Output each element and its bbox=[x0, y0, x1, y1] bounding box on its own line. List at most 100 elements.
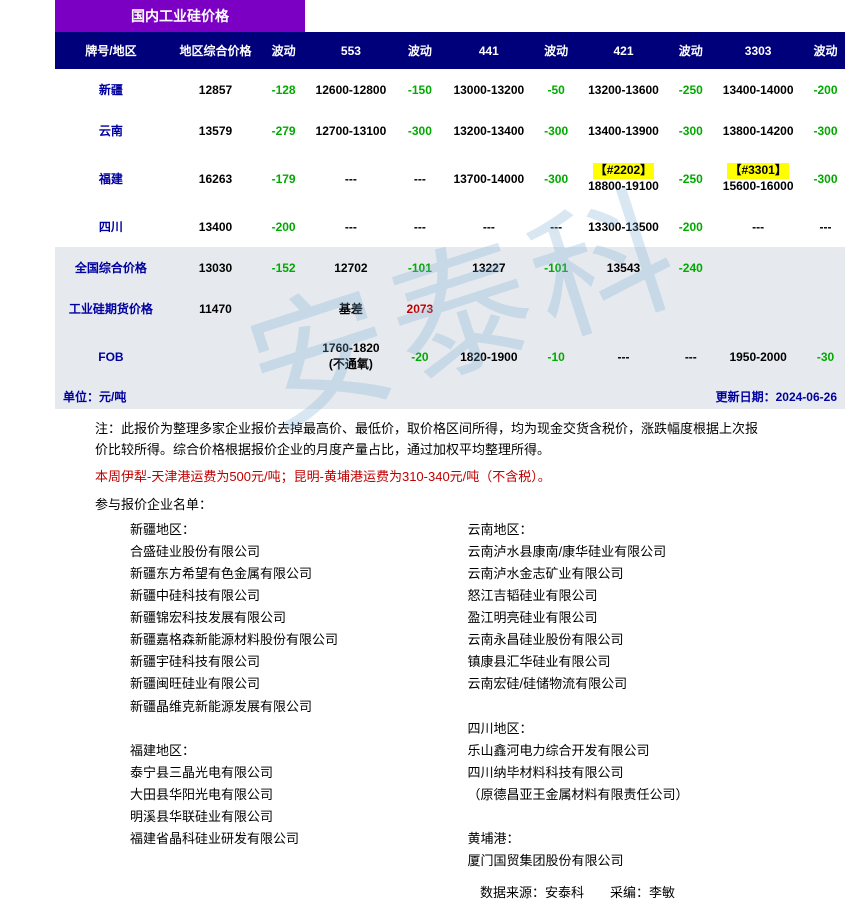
company-item: 福建省晶科硅业研发有限公司 bbox=[130, 828, 468, 850]
col-header: 3303 bbox=[710, 32, 806, 69]
table-row: 福建 16263 -179 --- --- 13700-14000 -300 【… bbox=[55, 151, 845, 206]
cell-change: -101 bbox=[399, 247, 441, 288]
company-col-right: 云南地区： 云南泸水县康南/康华硅业有限公司 云南泸水金志矿业有限公司 怒江吉韬… bbox=[468, 519, 806, 873]
update-date: 更新日期：2024-06-26 bbox=[716, 388, 837, 405]
table-header-row: 牌号/地区 地区综合价格 波动 553 波动 441 波动 421 波动 330… bbox=[55, 32, 845, 69]
region-heading: 黄埔港： bbox=[468, 828, 806, 850]
company-item: 泰宁县三晶光电有限公司 bbox=[130, 762, 468, 784]
col-header: 553 bbox=[303, 32, 399, 69]
col-header: 地区综合价格 bbox=[167, 32, 264, 69]
cell bbox=[806, 288, 845, 329]
region-label: 四川 bbox=[55, 206, 167, 247]
region-label: 新疆 bbox=[55, 69, 167, 110]
companies-title: 参与报价企业名单： bbox=[95, 494, 770, 513]
cell-change: -101 bbox=[537, 247, 576, 288]
cell-change: -200 bbox=[806, 69, 845, 110]
cell: 1760-1820 (不通氧) bbox=[303, 329, 399, 384]
region-heading: 新疆地区： bbox=[130, 519, 468, 541]
cell-change: -152 bbox=[264, 247, 303, 288]
col-header: 波动 bbox=[264, 32, 303, 69]
table-row: 新疆 12857 -128 12600-12800 -150 13000-132… bbox=[55, 69, 845, 110]
cell-change: -300 bbox=[806, 110, 845, 151]
cell: 13400-13900 bbox=[576, 110, 672, 151]
summary-row: 工业硅期货价格 11470 基差 2073 bbox=[55, 288, 845, 329]
cell-change: -300 bbox=[806, 151, 845, 206]
summary-row: 全国综合价格 13030 -152 12702 -101 13227 -101 … bbox=[55, 247, 845, 288]
company-columns: 新疆地区： 合盛硅业股份有限公司 新疆东方希望有色金属有限公司 新疆中硅科技有限… bbox=[130, 519, 805, 873]
cell: --- bbox=[710, 206, 806, 247]
cell: 12702 bbox=[303, 247, 399, 288]
company-item: 云南泸水县康南/康华硅业有限公司 bbox=[468, 541, 806, 563]
cell bbox=[671, 288, 710, 329]
cell-change: -30 bbox=[806, 329, 845, 384]
cell-sub: 18800-19100 bbox=[588, 179, 659, 193]
footer-credit: 数据来源：安泰科 采编：李敏 bbox=[0, 882, 805, 901]
cell: 13030 bbox=[167, 247, 264, 288]
cell: --- bbox=[303, 206, 399, 247]
company-item: 新疆东方希望有色金属有限公司 bbox=[130, 563, 468, 585]
company-item: （原德昌亚王金属材料有限责任公司） bbox=[468, 784, 806, 806]
shipping-note: 本周伊犁-天津港运费为500元/吨；昆明-黄埔港运费为310-340元/吨（不含… bbox=[95, 467, 770, 488]
cell: --- bbox=[537, 206, 576, 247]
cell: 1820-1900 bbox=[441, 329, 537, 384]
cell-change: -128 bbox=[264, 69, 303, 110]
cell bbox=[264, 329, 303, 384]
cell bbox=[264, 288, 303, 329]
cell: 12857 bbox=[167, 69, 264, 110]
company-col-left: 新疆地区： 合盛硅业股份有限公司 新疆东方希望有色金属有限公司 新疆中硅科技有限… bbox=[130, 519, 468, 873]
cell-sub: 1760-1820 bbox=[322, 341, 379, 355]
cell: 12600-12800 bbox=[303, 69, 399, 110]
company-item: 云南宏硅/硅储物流有限公司 bbox=[468, 673, 806, 695]
page: 安泰科 国内工业硅价格 牌号/地区 地区综合价格 波动 553 波动 441 波… bbox=[0, 0, 865, 901]
cell-change: -20 bbox=[399, 329, 441, 384]
col-header: 波动 bbox=[806, 32, 845, 69]
cell-change: -300 bbox=[671, 110, 710, 151]
unit-label: 单位：元/吨 bbox=[63, 388, 126, 405]
company-item: 明溪县华联硅业有限公司 bbox=[130, 806, 468, 828]
cell-change: -179 bbox=[264, 151, 303, 206]
company-item: 新疆锦宏科技发展有限公司 bbox=[130, 607, 468, 629]
cell: 13200-13600 bbox=[576, 69, 672, 110]
note-body: 此报价为整理多家企业报价去掉最高价、最低价，取价格区间所得，均为现金交货含税价，… bbox=[95, 421, 758, 457]
cell: --- bbox=[441, 206, 537, 247]
cell: 11470 bbox=[167, 288, 264, 329]
cell-change: -250 bbox=[671, 69, 710, 110]
col-header: 波动 bbox=[671, 32, 710, 69]
cell bbox=[710, 288, 806, 329]
col-header: 441 bbox=[441, 32, 537, 69]
company-item: 怒江吉韬硅业有限公司 bbox=[468, 585, 806, 607]
table-row: 四川 13400 -200 --- --- --- --- 13300-1350… bbox=[55, 206, 845, 247]
company-item: 新疆闽旺硅业有限公司 bbox=[130, 673, 468, 695]
cell: 13543 bbox=[576, 247, 672, 288]
cell: 12700-13100 bbox=[303, 110, 399, 151]
cell: 13300-13500 bbox=[576, 206, 672, 247]
cell: --- bbox=[399, 151, 441, 206]
cell: 13200-13400 bbox=[441, 110, 537, 151]
cell: 【#2202】 18800-19100 bbox=[576, 151, 672, 206]
cell: 【#3301】 15600-16000 bbox=[710, 151, 806, 206]
cell-sub: 15600-16000 bbox=[723, 179, 794, 193]
company-item: 新疆晶维克新能源发展有限公司 bbox=[130, 696, 468, 718]
cell: --- bbox=[806, 206, 845, 247]
cell: --- bbox=[576, 329, 672, 384]
cell-change: -150 bbox=[399, 69, 441, 110]
cell: --- bbox=[303, 151, 399, 206]
cell bbox=[576, 288, 672, 329]
cell-change: -50 bbox=[537, 69, 576, 110]
summary-label: FOB bbox=[55, 329, 167, 384]
cell: --- bbox=[399, 206, 441, 247]
note-prefix: 注： bbox=[95, 421, 121, 436]
cell: 13000-13200 bbox=[441, 69, 537, 110]
col-header: 牌号/地区 bbox=[55, 32, 167, 69]
region-heading: 福建地区： bbox=[130, 740, 468, 762]
unit-bar: 单位：元/吨 更新日期：2024-06-26 bbox=[55, 384, 845, 409]
col-header: 421 bbox=[576, 32, 672, 69]
cell: 基差 bbox=[303, 288, 399, 329]
col-header: 波动 bbox=[537, 32, 576, 69]
company-item: 大田县华阳光电有限公司 bbox=[130, 784, 468, 806]
title-bar: 国内工业硅价格 bbox=[55, 0, 305, 32]
notes-block: 注：此报价为整理多家企业报价去掉最高价、最低价，取价格区间所得，均为现金交货含税… bbox=[95, 419, 770, 461]
cell-change: -200 bbox=[671, 206, 710, 247]
cell-change: -250 bbox=[671, 151, 710, 206]
cell: 13579 bbox=[167, 110, 264, 151]
